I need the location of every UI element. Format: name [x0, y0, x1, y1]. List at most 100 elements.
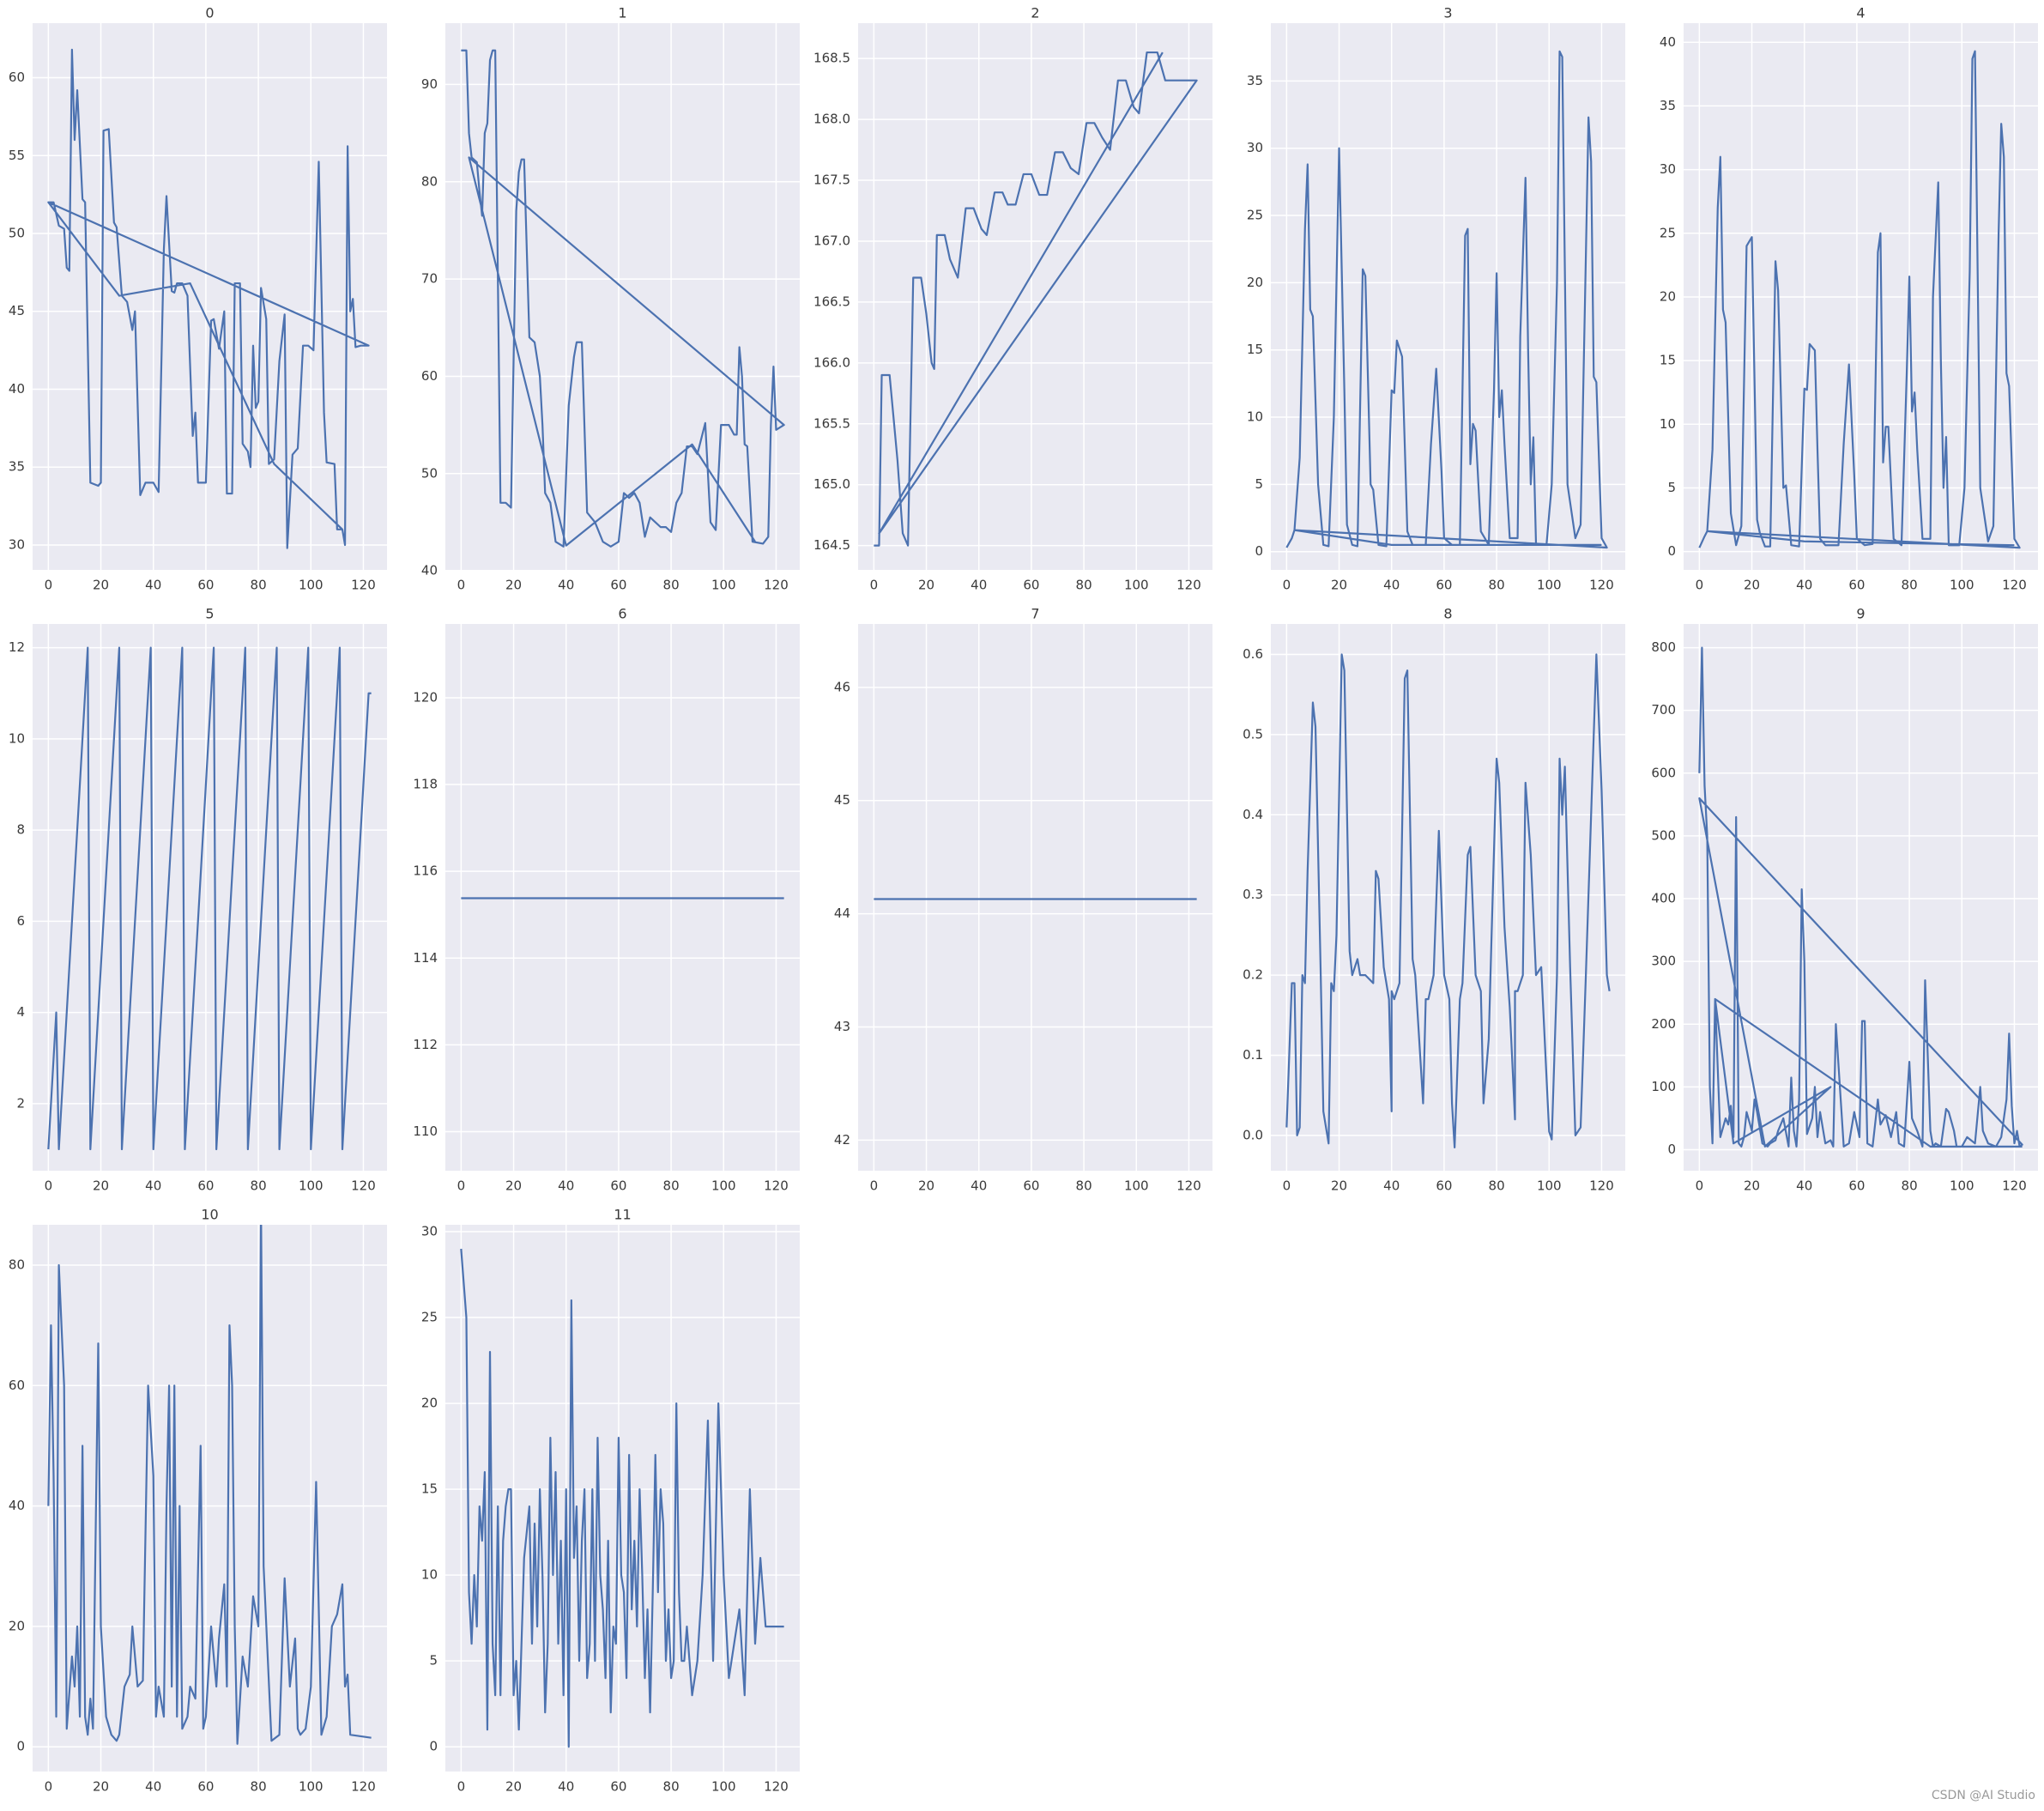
x-tick-label: 60 — [1023, 1178, 1039, 1194]
y-tick-label: 100 — [1651, 1079, 1676, 1094]
x-tick-label: 100 — [299, 1178, 324, 1194]
y-tick-label: 35 — [1247, 73, 1263, 88]
x-tick-label: 0 — [870, 578, 879, 593]
y-tick-label: 55 — [9, 148, 25, 163]
x-tick-label: 20 — [1744, 1178, 1760, 1194]
x-tick-label: 20 — [93, 1178, 109, 1194]
y-tick-label: 0 — [16, 1739, 25, 1754]
chart-title: 8 — [1443, 606, 1452, 622]
y-tick-label: 25 — [1247, 208, 1263, 223]
x-tick-label: 100 — [1950, 1178, 1974, 1194]
x-tick-label: 40 — [1383, 578, 1400, 593]
y-tick-label: 60 — [421, 368, 438, 384]
y-tick-label: 116 — [413, 863, 438, 879]
y-tick-label: 164.5 — [813, 537, 850, 553]
plot-area — [1271, 624, 1625, 1171]
data-line — [1698, 50, 2021, 549]
y-tick-label: 5 — [429, 1653, 438, 1669]
data-line — [461, 49, 785, 548]
data-line — [47, 1225, 372, 1745]
chart-title: 5 — [205, 606, 214, 622]
y-tick-label: 5 — [1255, 476, 1263, 492]
x-tick-label: 100 — [1124, 1178, 1149, 1194]
x-tick-label: 60 — [1848, 578, 1865, 593]
y-tick-label: 50 — [421, 465, 438, 481]
x-tick-label: 40 — [1383, 1178, 1400, 1194]
x-tick-label: 20 — [93, 578, 109, 593]
x-tick-label: 60 — [1848, 1178, 1865, 1194]
x-tick-label: 100 — [1537, 1178, 1562, 1194]
y-tick-label: 70 — [421, 271, 438, 287]
chart-title: 9 — [1856, 606, 1865, 622]
y-tick-label: 15 — [1660, 353, 1676, 368]
x-tick-label: 80 — [1076, 1178, 1092, 1194]
watermark: CSDN @AI Studio — [1932, 1789, 2035, 1802]
x-tick-label: 40 — [558, 578, 574, 593]
x-tick-label: 120 — [1589, 578, 1614, 593]
x-tick-label: 0 — [870, 1178, 879, 1194]
x-tick-label: 40 — [1796, 578, 1812, 593]
x-tick-label: 40 — [145, 1779, 161, 1795]
x-tick-label: 60 — [610, 1779, 626, 1795]
plot-area — [33, 23, 387, 570]
y-tick-label: 15 — [421, 1481, 438, 1497]
x-tick-label: 80 — [663, 578, 680, 593]
y-tick-label: 15 — [1247, 342, 1263, 357]
y-tick-label: 30 — [1247, 140, 1263, 155]
x-tick-label: 100 — [711, 1779, 736, 1795]
y-tick-label: 114 — [413, 950, 438, 966]
y-tick-label: 5 — [1667, 480, 1676, 495]
x-tick-label: 60 — [197, 1779, 214, 1795]
plot-area — [1271, 23, 1625, 570]
y-tick-label: 80 — [421, 173, 438, 189]
y-tick-label: 200 — [1651, 1016, 1676, 1032]
y-tick-label: 120 — [413, 689, 438, 705]
y-tick-label: 40 — [9, 381, 25, 397]
y-tick-label: 10 — [1660, 416, 1676, 432]
y-tick-label: 40 — [421, 563, 438, 578]
y-tick-label: 0.0 — [1243, 1127, 1263, 1142]
y-tick-label: 0 — [1667, 543, 1676, 559]
x-tick-label: 60 — [1436, 1178, 1452, 1194]
y-tick-label: 0.5 — [1243, 726, 1263, 742]
x-tick-label: 80 — [1489, 578, 1505, 593]
y-tick-label: 20 — [9, 1618, 25, 1633]
x-tick-label: 20 — [918, 578, 934, 593]
chart-title: 2 — [1031, 5, 1039, 21]
x-tick-label: 0 — [1696, 1178, 1704, 1194]
x-tick-label: 80 — [251, 1178, 267, 1194]
x-tick-label: 80 — [663, 1779, 680, 1795]
plot-area — [445, 1225, 800, 1772]
data-line — [1285, 653, 1611, 1149]
y-tick-label: 500 — [1651, 827, 1676, 843]
x-tick-label: 20 — [505, 1178, 522, 1194]
y-tick-label: 25 — [1660, 225, 1676, 240]
y-tick-label: 165.5 — [813, 415, 850, 431]
y-tick-label: 167.0 — [813, 233, 850, 248]
x-tick-label: 100 — [1537, 578, 1562, 593]
y-tick-label: 60 — [9, 70, 25, 85]
x-tick-label: 80 — [1902, 1178, 1918, 1194]
y-tick-label: 110 — [413, 1124, 438, 1139]
x-tick-label: 0 — [45, 1779, 53, 1795]
y-tick-label: 0 — [1255, 543, 1263, 559]
x-tick-label: 80 — [1902, 578, 1918, 593]
x-tick-label: 60 — [1436, 578, 1452, 593]
y-tick-label: 800 — [1651, 639, 1676, 655]
x-tick-label: 60 — [610, 1178, 626, 1194]
x-tick-label: 80 — [1076, 578, 1092, 593]
y-tick-label: 10 — [421, 1567, 438, 1583]
y-tick-label: 168.0 — [813, 112, 850, 127]
x-tick-label: 0 — [45, 578, 53, 593]
x-tick-label: 100 — [1950, 578, 1974, 593]
y-tick-label: 118 — [413, 777, 438, 792]
x-tick-label: 20 — [918, 1178, 934, 1194]
y-tick-label: 0.3 — [1243, 887, 1263, 902]
x-tick-label: 60 — [1023, 578, 1039, 593]
y-tick-label: 166.5 — [813, 294, 850, 309]
y-tick-label: 42 — [834, 1132, 850, 1148]
y-tick-label: 30 — [9, 536, 25, 552]
data-line — [1285, 50, 1608, 549]
